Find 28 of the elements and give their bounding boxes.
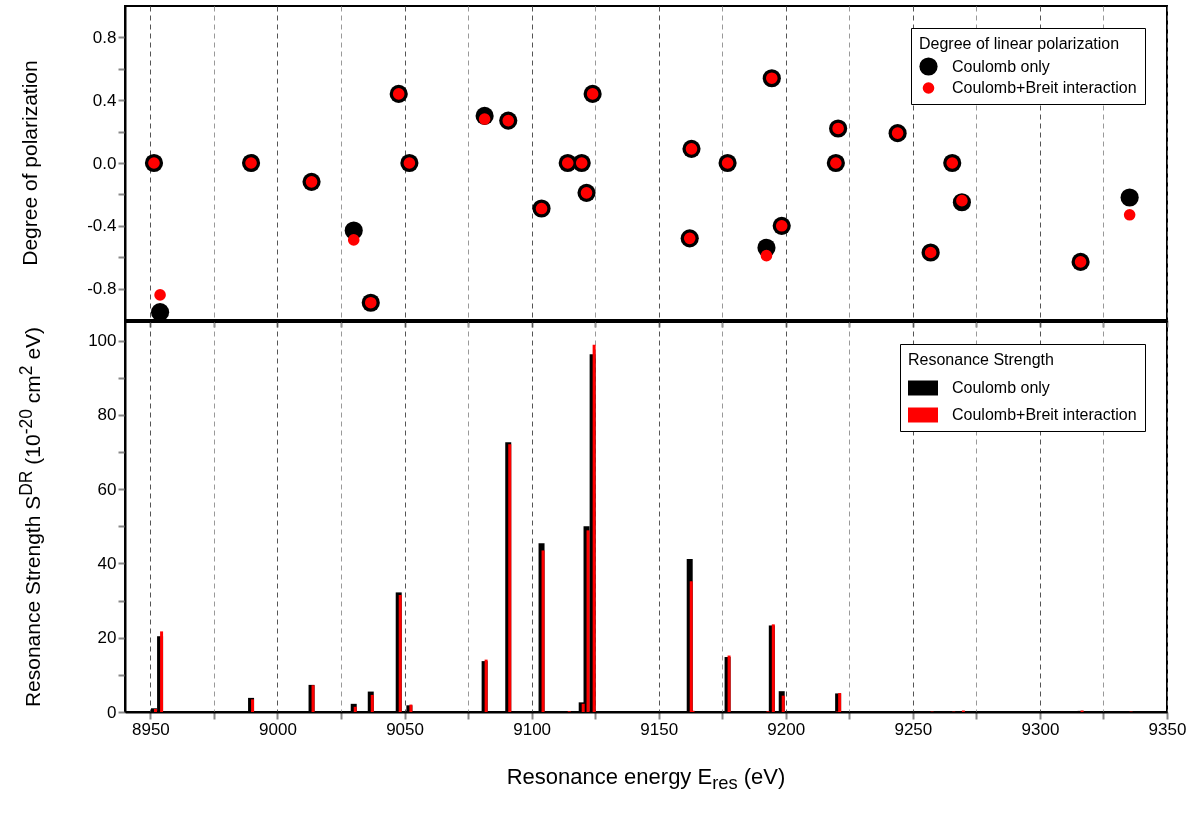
legend-label: Coulomb+Breit interaction [952, 406, 1137, 423]
x-tick-label: 8950 [132, 719, 170, 739]
legend-label: Coulomb only [952, 57, 1050, 75]
legend-title: Degree of linear polarization [919, 35, 1120, 52]
y-tick-label: 0.4 [92, 90, 117, 110]
legend-title: Resonance Strength [908, 351, 1054, 368]
x-tick-label: 9150 [640, 719, 679, 739]
x-tick-label: 9000 [259, 719, 297, 739]
y-tick-label: -0.8 [87, 279, 117, 299]
x-axis-title: Resonance energy E$_{res}$ (eV) [505, 764, 787, 795]
x-tick-label: 9200 [767, 719, 806, 739]
legend-label: Coulomb+Breit interaction [952, 79, 1137, 96]
y-tick-label: 80 [97, 405, 117, 425]
x-tick-label: 9250 [894, 719, 933, 739]
y-tick-label: -0.4 [87, 216, 117, 236]
x-tick-label: 9300 [1021, 719, 1060, 739]
y-tick-label: 0 [107, 702, 117, 722]
legend-label: Coulomb only [952, 379, 1050, 396]
y-tick-label: 0.0 [92, 153, 117, 173]
y-tick-label: 0.8 [92, 27, 117, 47]
y-tick-label: 20 [97, 628, 117, 648]
y-tick-label: 100 [88, 331, 117, 351]
y-tick-label: 60 [97, 479, 117, 499]
x-tick-label: 9350 [1148, 719, 1187, 739]
y-tick-label: 40 [97, 553, 117, 573]
x-tick-label: 9050 [386, 719, 424, 739]
y-axis-title: Degree of polarization [18, 60, 42, 266]
x-tick-label: 9100 [513, 719, 552, 739]
